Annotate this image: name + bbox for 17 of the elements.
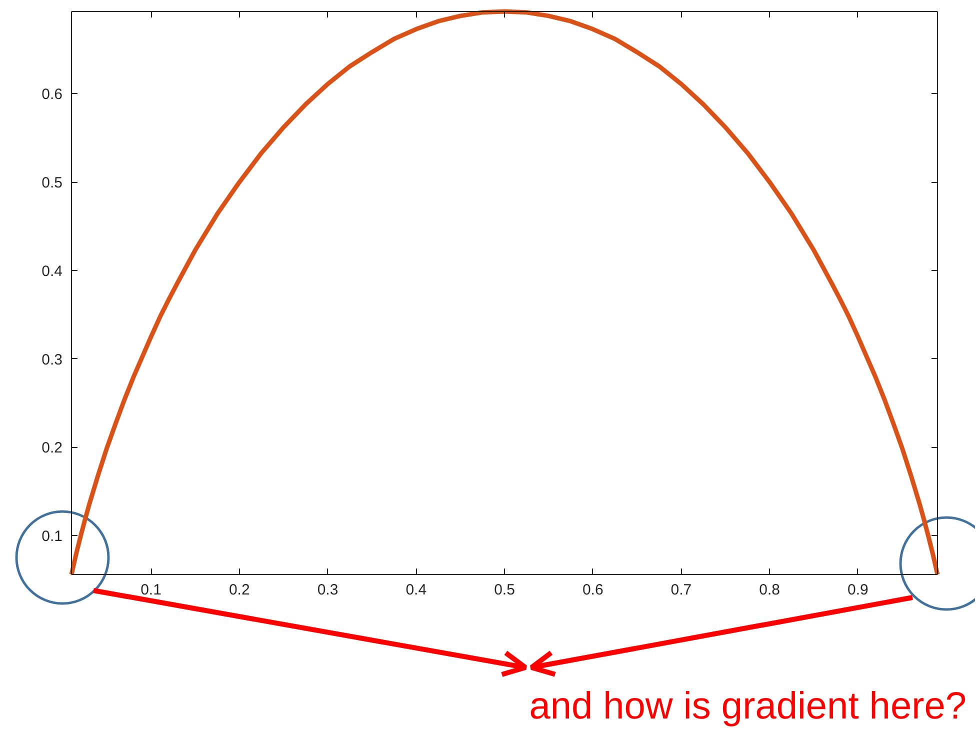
x-tick-label: 0.9 (848, 582, 868, 598)
x-tick-label: 0.5 (494, 582, 515, 598)
x-tick-label: 0.6 (582, 582, 604, 598)
y-tick-label: 0.6 (42, 86, 63, 104)
y-tick-label: 0.2 (42, 440, 63, 457)
y-tick-label: 0.5 (42, 174, 63, 192)
x-tick-label: 0.8 (759, 582, 780, 598)
text: and how is gradient here? (529, 686, 966, 728)
line-series (69, 9, 940, 577)
x-tick-label: 0.3 (317, 582, 338, 598)
x-tick-label: 0.1 (140, 582, 162, 598)
x-tick-label: 0.7 (670, 582, 692, 598)
y-tick-label: 0.1 (42, 528, 63, 546)
x-tick-label: 0.4 (406, 582, 427, 598)
x-tick-label: 0.2 (228, 582, 250, 598)
y-tick-label: 0.3 (42, 351, 63, 368)
y-tick-label: 0.4 (42, 262, 63, 280)
